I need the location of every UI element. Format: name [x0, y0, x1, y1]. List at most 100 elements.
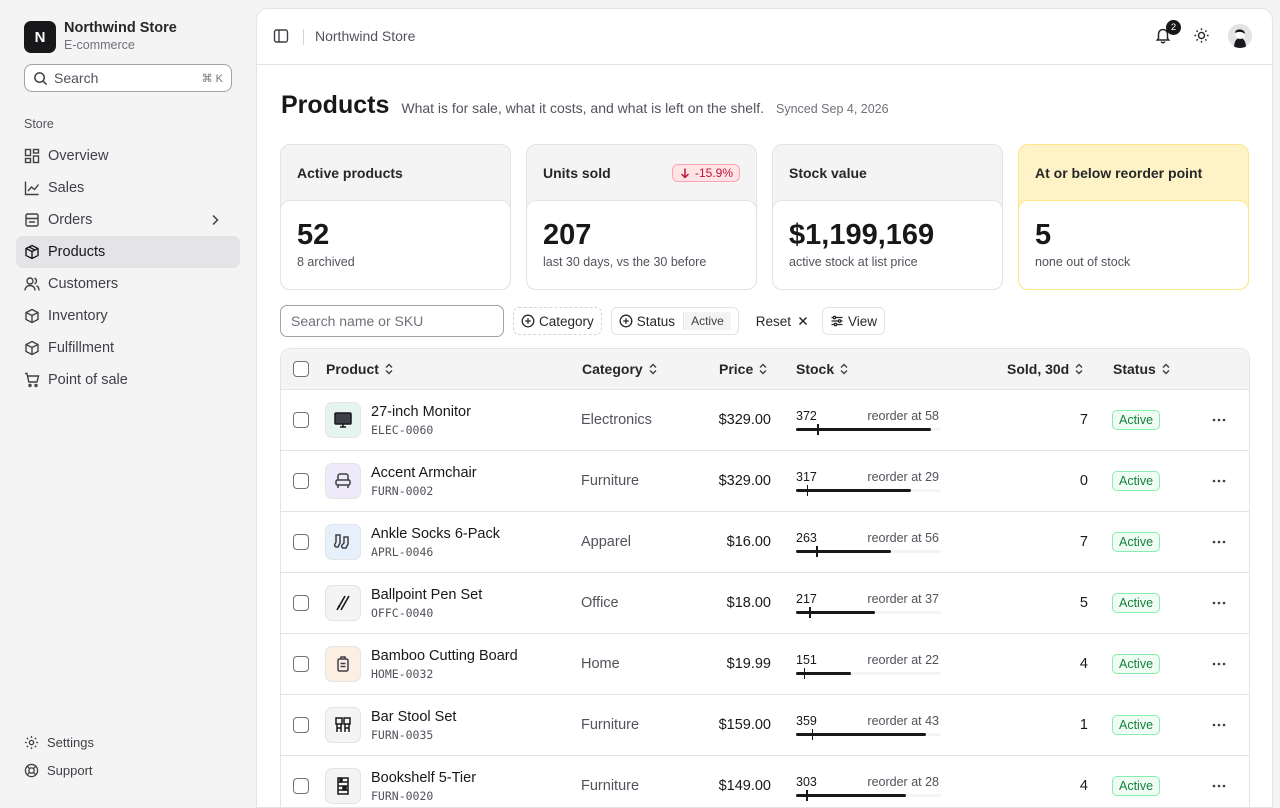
lifebuoy-icon [24, 763, 39, 777]
breadcrumb[interactable]: Northwind Store [315, 28, 416, 44]
category-filter-label: Category [539, 313, 594, 329]
reset-filters-button[interactable]: Reset [749, 307, 816, 335]
product-thumbnail [325, 585, 361, 621]
column-header-label: Status [1113, 361, 1156, 377]
chart-icon [24, 181, 40, 196]
view-options-button[interactable]: View [822, 307, 886, 335]
sidebar-item-support[interactable]: Support [16, 756, 240, 784]
column-header-sold[interactable]: Sold, 30d [1007, 361, 1084, 377]
table-row[interactable]: Ballpoint Pen Set OFFC-0040 Office $18.0… [281, 573, 1249, 634]
table-row[interactable]: Accent Armchair FURN-0002 Furniture $329… [281, 451, 1249, 512]
stat-card-value: $1,199,169 [789, 219, 935, 251]
toggle-sidebar-button[interactable] [269, 24, 293, 48]
sidebar-item-inventory[interactable]: Inventory [16, 300, 240, 332]
sort-icon [649, 363, 657, 375]
stock-count: 151 [796, 653, 817, 667]
products-table: Product Category Price Stock Sold, 30d S… [280, 348, 1250, 807]
sidebar-item-customers[interactable]: Customers [16, 268, 240, 300]
sidebar-item-point-of-sale[interactable]: Point of sale [16, 364, 240, 396]
product-name[interactable]: 27-inch Monitor [371, 404, 471, 420]
row-checkbox[interactable] [293, 717, 309, 733]
sidebar-item-sales[interactable]: Sales [16, 172, 240, 204]
product-name[interactable]: Ankle Socks 6-Pack [371, 526, 500, 542]
stock-bar [796, 424, 941, 435]
product-category: Home [581, 656, 620, 672]
avatar-image [1228, 24, 1252, 48]
stock-bar [796, 790, 941, 801]
status-filter-button[interactable]: Status Active [610, 307, 739, 335]
row-checkbox[interactable] [293, 656, 309, 672]
more-actions-icon[interactable] [1211, 717, 1227, 733]
stock-count: 217 [796, 592, 817, 606]
product-name[interactable]: Accent Armchair [371, 465, 477, 481]
table-row[interactable]: Bamboo Cutting Board HOME-0032 Home $19.… [281, 634, 1249, 695]
page-header: Products What is for sale, what it costs… [281, 91, 889, 120]
stat-card-value: 207 [543, 219, 592, 251]
product-category: Electronics [581, 412, 652, 428]
product-sku: FURN-0020 [371, 789, 434, 803]
sidebar-item-orders[interactable]: Orders [16, 204, 240, 236]
column-header-label: Product [326, 361, 379, 377]
reorder-point: reorder at 37 [867, 592, 939, 606]
user-avatar[interactable] [1228, 24, 1252, 48]
reorder-marker [803, 668, 806, 679]
product-name[interactable]: Bar Stool Set [371, 709, 457, 725]
arrow-down-icon [680, 168, 689, 179]
notification-count-badge: 2 [1166, 20, 1181, 35]
row-checkbox[interactable] [293, 534, 309, 550]
sidebar-search[interactable]: Search ⌘ K [24, 64, 232, 92]
stat-card-subtitle: none out of stock [1035, 255, 1131, 269]
column-header-category[interactable]: Category [582, 361, 658, 377]
more-actions-icon[interactable] [1211, 778, 1227, 794]
product-search-input[interactable]: Search name or SKU [280, 305, 504, 337]
sidebar-item-overview[interactable]: Overview [16, 140, 240, 172]
product-name[interactable]: Ballpoint Pen Set [371, 587, 483, 603]
row-checkbox[interactable] [293, 412, 309, 428]
product-thumbnail [325, 463, 361, 499]
table-row[interactable]: Bookshelf 5-Tier FURN-0020 Furniture $14… [281, 756, 1249, 807]
product-price: $19.99 [726, 656, 771, 672]
more-actions-icon[interactable] [1211, 534, 1227, 550]
sidebar-item-fulfillment[interactable]: Fulfillment [16, 332, 240, 364]
reorder-marker [806, 790, 808, 801]
product-name[interactable]: Bamboo Cutting Board [371, 648, 518, 664]
select-all-checkbox[interactable] [293, 361, 309, 377]
row-checkbox[interactable] [293, 473, 309, 489]
stock-bar-fill [796, 672, 851, 675]
bar-stool-icon [335, 717, 351, 732]
table-row[interactable]: Bar Stool Set FURN-0035 Furniture $159.0… [281, 695, 1249, 756]
sidebar-item-settings[interactable]: Settings [16, 728, 240, 756]
row-checkbox[interactable] [293, 595, 309, 611]
more-actions-icon[interactable] [1211, 412, 1227, 428]
more-actions-icon[interactable] [1211, 595, 1227, 611]
stock-bar [796, 668, 941, 679]
product-sku: APRL-0046 [371, 545, 434, 559]
stat-card-title: Active products [297, 164, 403, 181]
stock-bar [796, 546, 941, 557]
delta-badge: -15.9% [671, 163, 740, 182]
table-row[interactable]: Ankle Socks 6-Pack APRL-0046 Apparel $16… [281, 512, 1249, 573]
product-name[interactable]: Bookshelf 5-Tier [371, 770, 477, 786]
product-sku: ELEC-0060 [371, 423, 434, 437]
bell-icon[interactable] [1154, 26, 1172, 44]
category-filter-button[interactable]: Category [513, 307, 602, 335]
stock-bar-fill [796, 428, 931, 431]
reorder-marker [816, 546, 818, 557]
product-price: $16.00 [726, 534, 771, 550]
column-header-status[interactable]: Status [1113, 361, 1171, 377]
cart-icon [25, 372, 40, 388]
table-row[interactable]: 27-inch Monitor ELEC-0060 Electronics $3… [281, 390, 1249, 451]
product-sku: OFFC-0040 [371, 606, 434, 620]
more-actions-icon[interactable] [1211, 473, 1227, 489]
store-switcher[interactable]: N Northwind Store E-commerce [24, 20, 177, 54]
column-header-product[interactable]: Product [326, 361, 394, 377]
column-header-price[interactable]: Price [719, 361, 768, 377]
row-checkbox[interactable] [293, 778, 309, 794]
sidebar-item-label: Products [48, 244, 106, 260]
more-actions-icon[interactable] [1211, 656, 1227, 672]
theme-toggle-icon[interactable] [1193, 27, 1210, 44]
cutting-board-icon [337, 656, 349, 672]
column-header-stock[interactable]: Stock [796, 361, 849, 377]
product-thumbnail [325, 646, 361, 682]
sidebar-item-products[interactable]: Products [16, 236, 240, 268]
